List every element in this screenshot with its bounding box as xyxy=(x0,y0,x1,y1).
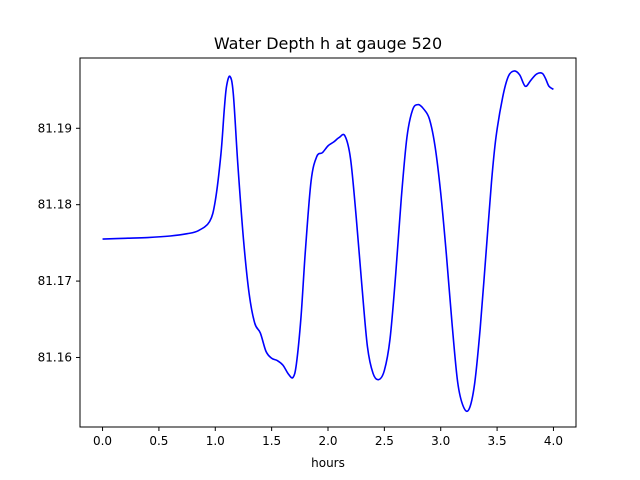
x-tick-label: 0.5 xyxy=(149,434,168,448)
y-tick-label: 81.17 xyxy=(38,274,72,288)
y-tick-label: 81.19 xyxy=(38,121,72,135)
plot-background xyxy=(80,58,576,427)
series-line xyxy=(102,70,554,413)
x-tick-label: 4.0 xyxy=(544,434,563,448)
x-tick-label: 3.0 xyxy=(431,434,450,448)
x-axis-label: hours xyxy=(311,456,345,470)
x-tick-label: 2.0 xyxy=(318,434,337,448)
axis-ticks: 0.0 0.5 1.0 1.5 2.0 2.5 3.0 3.5 4.0 81.16 81.17 81.… xyxy=(38,121,563,448)
chart-title: Water Depth h at gauge 520 xyxy=(214,34,442,53)
x-tick-label: 0.0 xyxy=(93,434,112,448)
x-tick-label: 1.0 xyxy=(206,434,225,448)
y-tick-label: 81.18 xyxy=(38,198,72,212)
x-tick-label: 3.5 xyxy=(488,434,507,448)
y-tick-label: 81.16 xyxy=(38,350,72,364)
x-tick-label: 2.5 xyxy=(375,434,394,448)
x-tick-label: 1.5 xyxy=(262,434,281,448)
plot-frame xyxy=(79,57,577,428)
